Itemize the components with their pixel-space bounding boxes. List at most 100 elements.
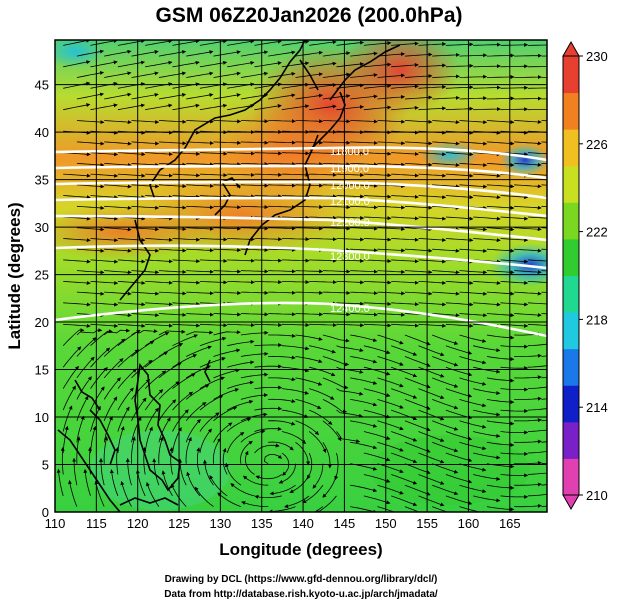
streamline — [186, 50, 214, 57]
contour-label: 12000.0 — [330, 180, 370, 192]
streamline — [391, 345, 418, 356]
streamline — [350, 420, 378, 428]
streamline — [418, 84, 447, 89]
streamline — [281, 280, 310, 285]
streamline — [322, 399, 348, 414]
streamline — [268, 377, 296, 382]
streamline — [158, 248, 187, 253]
streamline — [432, 270, 460, 275]
streamline — [527, 87, 547, 89]
streamline — [527, 451, 547, 454]
streamline — [500, 237, 529, 242]
streamline — [213, 422, 233, 443]
streamline — [363, 280, 392, 285]
streamline — [144, 351, 168, 368]
streamline — [76, 248, 105, 253]
streamline — [473, 107, 501, 112]
streamline — [117, 195, 146, 200]
streamline — [194, 486, 214, 507]
streamline — [213, 119, 242, 124]
streamline — [90, 40, 118, 46]
streamline — [309, 104, 337, 111]
streamline — [363, 62, 392, 68]
streamline — [186, 205, 214, 210]
streamline — [432, 248, 460, 253]
streamline — [377, 420, 404, 431]
streamline — [459, 399, 487, 408]
streamline — [295, 312, 324, 317]
x-tick-label: 140 — [292, 516, 314, 531]
colorbar-segment — [563, 56, 579, 94]
streamline — [336, 105, 365, 111]
streamline — [514, 75, 542, 80]
streamline — [391, 280, 419, 285]
streamline — [268, 290, 296, 295]
streamline — [145, 173, 173, 178]
streamline — [473, 388, 501, 396]
streamline — [445, 366, 473, 377]
streamline — [227, 60, 255, 68]
streamline — [172, 173, 201, 178]
streamline — [172, 259, 201, 264]
streamline — [514, 353, 542, 358]
gridlines — [55, 40, 547, 512]
streamline — [486, 334, 515, 340]
streamline — [391, 259, 419, 264]
y-tick-label: 30 — [35, 220, 49, 235]
streamline — [90, 302, 119, 307]
streamline — [500, 259, 529, 264]
streamline — [227, 323, 255, 328]
streamline — [103, 338, 126, 357]
streamline — [514, 227, 542, 232]
streamline — [186, 71, 214, 78]
streamline — [350, 140, 378, 145]
streamline — [308, 431, 327, 454]
streamline — [240, 183, 269, 188]
streamline — [199, 237, 228, 242]
streamline — [541, 291, 547, 293]
y-tick-label: 40 — [35, 125, 49, 140]
streamline — [199, 280, 228, 285]
streamline — [313, 506, 324, 512]
streamline — [131, 205, 160, 210]
streamline — [527, 343, 547, 347]
streamline — [158, 184, 187, 189]
streamline — [254, 104, 282, 111]
streamline — [486, 420, 515, 426]
colorbar-segment — [563, 202, 579, 240]
streamline — [432, 399, 459, 410]
streamline — [309, 61, 337, 68]
streamline — [145, 280, 173, 285]
y-tick-label: 25 — [35, 268, 49, 283]
streamline — [473, 409, 501, 417]
streamline — [527, 493, 547, 497]
streamline — [63, 40, 91, 46]
streamline — [322, 119, 351, 124]
streamline — [391, 105, 419, 111]
streamline — [541, 270, 547, 272]
streamline — [309, 345, 336, 354]
streamline — [185, 419, 201, 443]
streamline — [350, 441, 378, 450]
streamline — [222, 447, 228, 475]
streamline — [145, 194, 173, 199]
streamline — [117, 406, 130, 432]
streamline — [131, 270, 160, 275]
streamline — [186, 471, 201, 497]
streamline — [377, 356, 404, 366]
streamline — [254, 237, 283, 242]
streamline — [158, 381, 180, 400]
contour-label: 12100.0 — [330, 196, 370, 208]
streamline — [418, 280, 447, 285]
streamline — [117, 152, 146, 157]
streamline — [158, 227, 187, 232]
streamline — [459, 313, 488, 318]
streamline — [377, 184, 406, 189]
streamline — [336, 366, 364, 374]
streamline — [268, 226, 296, 231]
streamline — [377, 119, 406, 124]
streamline — [254, 280, 283, 285]
streamline — [459, 120, 488, 125]
streamline — [336, 62, 365, 68]
y-tick-label: 15 — [35, 363, 49, 378]
